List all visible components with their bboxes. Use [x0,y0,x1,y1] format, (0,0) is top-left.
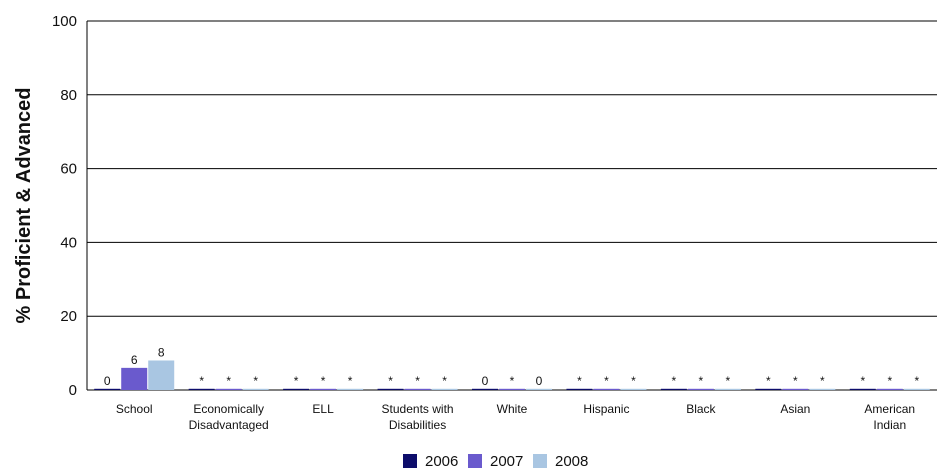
y-tick-label: 40 [60,234,77,251]
y-axis-label: % Proficient & Advanced [13,88,35,324]
data-label: * [793,374,798,388]
data-label: * [726,374,731,388]
bar [472,388,498,390]
bar [849,388,876,390]
bar [566,388,593,390]
x-tick-label: ELL [312,402,334,416]
bar [660,388,687,390]
bar [593,388,620,390]
legend-swatch [468,454,482,468]
data-label: * [914,374,919,388]
bar [782,388,809,390]
x-tick-label: Hispanic [583,402,629,416]
y-tick-label: 20 [60,308,77,325]
data-label: * [510,374,515,388]
x-tick-label: Economically [193,402,264,416]
data-label: * [388,374,393,388]
bar [404,388,431,390]
x-tick-label: Disadvantaged [189,418,269,432]
data-label: * [226,374,231,388]
x-tick-label: School [116,402,153,416]
data-label: 0 [104,374,111,388]
data-label: * [321,374,326,388]
bar [188,388,215,390]
bar [377,388,404,390]
x-tick-label: White [497,402,528,416]
y-tick-label: 80 [60,87,77,104]
data-label: * [699,374,704,388]
data-label: * [199,374,204,388]
bar [755,388,782,390]
bar [687,388,714,390]
bar [431,388,458,390]
bar [499,388,525,390]
data-label: 0 [536,374,543,388]
bar [620,388,647,390]
data-label: 6 [131,353,138,367]
x-tick-label: Asian [780,402,810,416]
bar [310,388,337,390]
bar [876,388,903,390]
legend-swatch [533,454,547,468]
y-tick-label: 100 [52,13,77,30]
data-label: * [672,374,677,388]
y-tick-label: 60 [60,161,77,178]
bar [242,388,269,390]
data-label: * [294,374,299,388]
x-tick-label: Disabilities [389,418,446,432]
bar [94,388,121,390]
data-label: * [631,374,636,388]
data-label: 8 [158,345,165,359]
data-label: * [887,374,892,388]
bar [714,388,741,390]
data-label: 0 [482,374,489,388]
x-tick-label: Black [686,402,716,416]
data-label: * [348,374,353,388]
x-tick-label: American [864,402,915,416]
bar [526,388,552,390]
y-tick-label: 0 [69,382,77,399]
bar [121,367,148,390]
x-tick-label: Indian [873,418,906,432]
data-label: * [766,374,771,388]
data-label: * [442,374,447,388]
data-label: * [820,374,825,388]
legend-swatch [403,454,417,468]
bar [283,388,310,390]
x-tick-label: Students with [382,402,454,416]
data-label: * [860,374,865,388]
bar [809,388,836,390]
data-label: * [577,374,582,388]
bar [215,388,242,390]
bar [148,360,175,390]
legend-label: 2008 [555,453,588,470]
data-label: * [604,374,609,388]
data-label: * [415,374,420,388]
bar [337,388,364,390]
legend-label: 2006 [425,453,458,470]
bar [903,388,930,390]
legend-label: 2007 [490,453,523,470]
data-label: * [253,374,258,388]
